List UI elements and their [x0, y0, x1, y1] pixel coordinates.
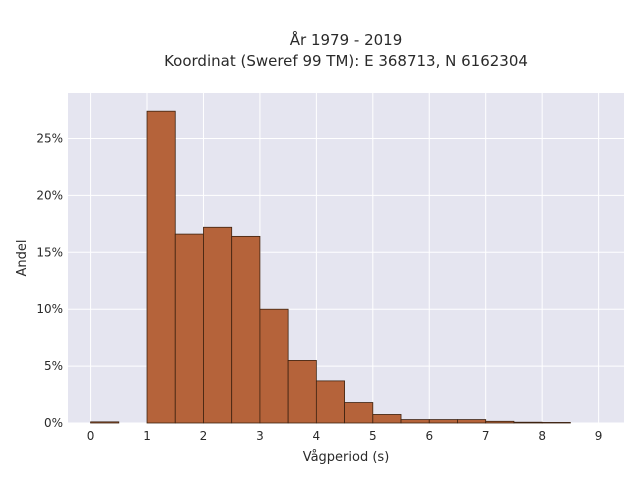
histogram-bar-3	[174, 233, 204, 424]
x-tick-label: 1	[143, 429, 151, 443]
histogram-bar-16	[541, 422, 571, 424]
y-tick-label: 15%	[36, 245, 63, 259]
x-tick-label: 7	[482, 429, 490, 443]
histogram-bar-0	[90, 421, 120, 424]
histogram-bar-11	[400, 419, 430, 424]
x-tick-label: 2	[200, 429, 208, 443]
y-tick-label: 5%	[44, 359, 63, 373]
histogram-bar-14	[485, 420, 515, 424]
x-axis-label: Vågperiod (s)	[303, 450, 390, 465]
histogram-bar-7	[287, 360, 317, 424]
y-tick-label: 25%	[36, 132, 63, 146]
x-tick-label: 6	[425, 429, 433, 443]
y-tick-label: 0%	[44, 416, 63, 430]
x-tick-label: 4	[313, 429, 321, 443]
y-tick-label: 20%	[36, 188, 63, 202]
x-tick-label: 0	[87, 429, 95, 443]
histogram-bar-6	[259, 308, 289, 424]
histogram-bar-2	[146, 110, 176, 424]
histogram-bar-5	[231, 235, 261, 424]
x-tick-labels: 0 1 2 3 4 5 6 7 8 9	[87, 429, 603, 443]
histogram-bar-12	[428, 419, 458, 424]
y-tick-label: 10%	[36, 302, 63, 316]
chart-title-line-2: Koordinat (Sweref 99 TM): E 368713, N 61…	[164, 52, 528, 70]
histogram-bar-15	[513, 421, 543, 424]
histogram-bars	[90, 110, 571, 424]
chart-title-line-1: År 1979 - 2019	[290, 30, 403, 49]
x-tick-label: 5	[369, 429, 377, 443]
x-tick-label: 8	[538, 429, 546, 443]
histogram-bar-9	[344, 402, 374, 424]
histogram-bar-8	[315, 380, 345, 424]
histogram-bar-10	[372, 414, 402, 424]
histogram-bar-13	[457, 419, 487, 424]
x-tick-label: 9	[595, 429, 603, 443]
x-tick-label: 3	[256, 429, 264, 443]
y-tick-labels: 0% 5% 10% 15% 20% 25%	[36, 132, 63, 430]
y-axis-label: Andel	[15, 240, 30, 277]
histogram-bar-4	[203, 226, 233, 424]
